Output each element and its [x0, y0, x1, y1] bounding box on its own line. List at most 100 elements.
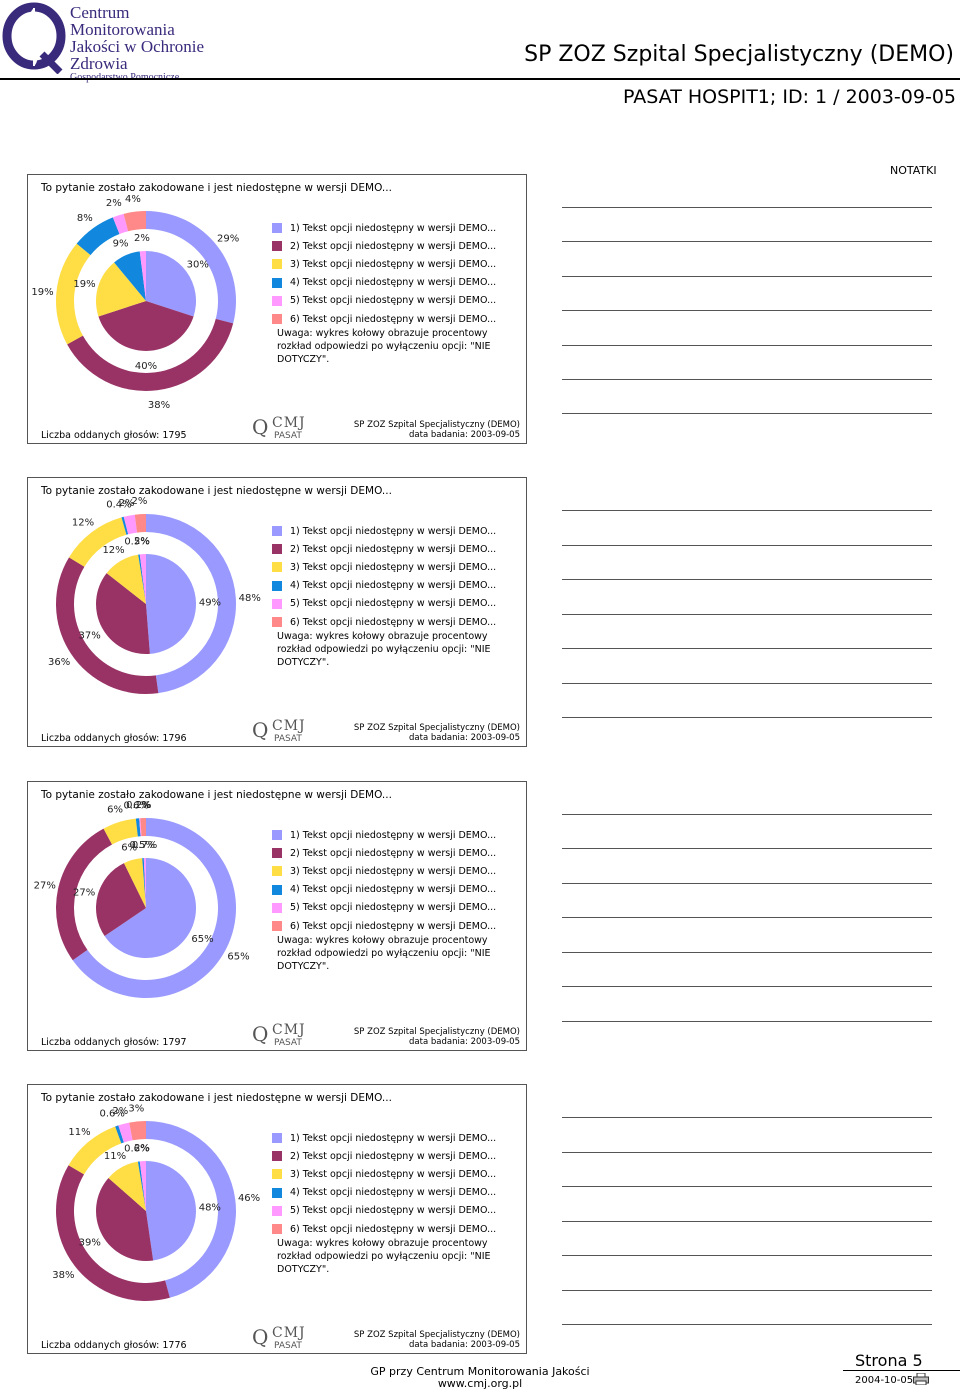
footer-url[interactable]: www.cmj.org.pl: [437, 1377, 523, 1390]
legend-item: 2) Tekst opcji niedostępny w wersji DEMO…: [272, 540, 496, 558]
legend-swatch: [272, 848, 282, 859]
chart-footer-org: SP ZOZ Szpital Specjalistyczny (DEMO): [353, 1330, 520, 1340]
outer-slice-label: 6%: [107, 805, 123, 816]
inner-slice-1: [146, 554, 196, 654]
inner-slice-4: [138, 554, 146, 604]
chart-panel: 46% 38% 11% 0.6% 2% 3% 48% 39% 11% 0.6% 2% To pytan…: [27, 1084, 527, 1354]
footer-divider: [843, 1370, 960, 1371]
legend-item: 1) Tekst opcji niedostępny w wersji DEMO…: [272, 219, 496, 237]
outer-slice-label: 48%: [239, 593, 261, 604]
outer-slice-5: [118, 1122, 133, 1143]
footer-org-name: GP przy Centrum Monitorowania Jakości: [370, 1365, 590, 1378]
inner-slice-3: [123, 858, 146, 908]
legend-swatch: [272, 866, 282, 877]
legend-item: 6) Tekst opcji niedostępny w wersji DEMO…: [272, 613, 496, 631]
footer-org: GP przy Centrum Monitorowania Jakości ww…: [360, 1366, 600, 1390]
outer-slice-5: [123, 514, 138, 535]
legend-swatch: [272, 1133, 282, 1144]
chart-note: Uwaga: wykres kołowy obrazuje procentowy…: [277, 935, 491, 972]
chart-footer-org: SP ZOZ Szpital Specjalistyczny (DEMO): [353, 420, 520, 430]
logo-pasat: PASAT: [274, 734, 302, 744]
inner-slice-1: [104, 858, 196, 958]
legend-label: 6) Tekst opcji niedostępny w wersji DEMO…: [290, 616, 497, 628]
outer-slice-label: 4%: [125, 194, 141, 205]
legend-label: 1) Tekst opcji niedostępny w wersji DEMO…: [290, 1132, 497, 1144]
q-logo-icon: [2, 2, 66, 75]
legend-swatch: [272, 580, 282, 591]
outer-slice-label: 2%: [132, 496, 148, 507]
inner-slice-label: 40%: [135, 361, 157, 372]
printer-icon: [913, 1373, 929, 1385]
inner-slice-label: 12%: [102, 545, 124, 556]
chart-legend: 1) Tekst opcji niedostępny w wersji DEMO…: [272, 522, 496, 631]
legend-label: 4) Tekst opcji niedostępny w wersji DEMO…: [290, 277, 497, 289]
chart-footer: SP ZOZ Szpital Specjalistyczny (DEMO) dat…: [354, 420, 520, 440]
note-line: [562, 1021, 932, 1022]
note-line: [562, 1152, 932, 1153]
note-line: [562, 579, 932, 580]
outer-slice-label: 46%: [238, 1193, 260, 1204]
legend-label: 2) Tekst opcji niedostępny w wersji DEMO…: [290, 1150, 497, 1162]
inner-slice-label: 11%: [104, 1151, 126, 1162]
outer-slice-label: 65%: [227, 952, 249, 963]
legend-swatch: [272, 617, 282, 628]
chart-footer-org: SP ZOZ Szpital Specjalistyczny (DEMO): [353, 723, 520, 733]
legend-swatch: [272, 884, 282, 895]
legend-label: 4) Tekst opcji niedostępny w wersji DEMO…: [290, 580, 497, 592]
legend-swatch: [272, 223, 282, 234]
note-line: [562, 952, 932, 953]
inner-slice-label: 27%: [73, 888, 95, 899]
legend-item: 1) Tekst opcji niedostępny w wersji DEMO…: [272, 522, 496, 540]
chart-footer: SP ZOZ Szpital Specjalistyczny (DEMO) dat…: [354, 723, 520, 743]
legend-label: 1) Tekst opcji niedostępny w wersji DEMO…: [290, 525, 497, 537]
outer-slice-3: [103, 818, 138, 845]
inner-slice-5: [139, 554, 146, 604]
outer-slice-5: [112, 213, 129, 235]
logo-line-4: Gospodarstwo Pomocnicze: [70, 72, 262, 84]
note-line: [562, 1290, 932, 1291]
logo-cmj: CMJ: [272, 718, 306, 734]
print-date: 2004-10-05: [855, 1375, 914, 1386]
chart-title: To pytanie zostało zakodowane i jest nie…: [41, 182, 392, 194]
chart-title: To pytanie zostało zakodowane i jest nie…: [41, 789, 392, 801]
chart-title: To pytanie zostało zakodowane i jest nie…: [41, 485, 392, 497]
qcmj-pasat-logo: Q CMJ PASAT: [252, 415, 310, 443]
legend-item: 1) Tekst opcji niedostępny w wersji DEMO…: [272, 826, 496, 844]
outer-slice-3: [68, 1126, 122, 1175]
donut-chart: 29%38%19%8%2% 4%30%40%19%9% 2%: [31, 194, 239, 411]
logo-pasat: PASAT: [274, 1038, 302, 1048]
outer-slice-label: 19%: [31, 287, 53, 298]
legend-item: 5) Tekst opcji niedostępny w wersji DEMO…: [272, 1202, 496, 1220]
legend-label: 2) Tekst opcji niedostępny w wersji DEMO…: [290, 847, 497, 859]
legend-label: 5) Tekst opcji niedostępny w wersji DEMO…: [290, 1205, 497, 1217]
inner-slice-1: [146, 1161, 196, 1261]
inner-slice-3: [106, 554, 146, 604]
inner-slice-label: 65%: [191, 934, 213, 945]
donut-chart: 48%36%12%0.4%2%2%49%37%12%0.5%2%: [48, 496, 261, 694]
inner-slice-label: 49%: [199, 597, 221, 608]
outer-slice-3: [56, 243, 91, 345]
outer-slice-label: 1%: [135, 800, 151, 811]
chart-footer: SP ZOZ Szpital Specjalistyczny (DEMO) dat…: [354, 1330, 520, 1350]
note-line: [562, 379, 932, 380]
logo-q: Q: [252, 718, 269, 742]
inner-slice-label: 39%: [79, 1237, 101, 1248]
legend-item: 3) Tekst opcji niedostępny w wersji DEMO…: [272, 1165, 496, 1183]
inner-slice-5: [139, 251, 146, 301]
legend-item: 2) Tekst opcji niedostępny w wersji DEMO…: [272, 844, 496, 862]
logo-pasat: PASAT: [274, 431, 302, 441]
outer-slice-5: [139, 818, 142, 837]
legend-item: 2) Tekst opcji niedostępny w wersji DEMO…: [272, 237, 496, 255]
inner-slice-label: 2%: [134, 536, 150, 547]
legend-label: 3) Tekst opcji niedostępny w wersji DEMO…: [290, 561, 497, 573]
note-line: [562, 614, 932, 615]
inner-slice-1: [146, 251, 196, 317]
chart-footer-date: data badania: 2003-09-05: [409, 1340, 520, 1350]
inner-slice-4: [137, 1161, 146, 1211]
outer-slice-2: [67, 318, 234, 391]
legend-item: 2) Tekst opcji niedostępny w wersji DEMO…: [272, 1147, 496, 1165]
outer-slice-4: [121, 516, 129, 535]
legend-label: 1) Tekst opcji niedostępny w wersji DEMO…: [290, 222, 497, 234]
note-line: [562, 413, 932, 414]
chart-title: To pytanie zostało zakodowane i jest nie…: [41, 1092, 392, 1104]
